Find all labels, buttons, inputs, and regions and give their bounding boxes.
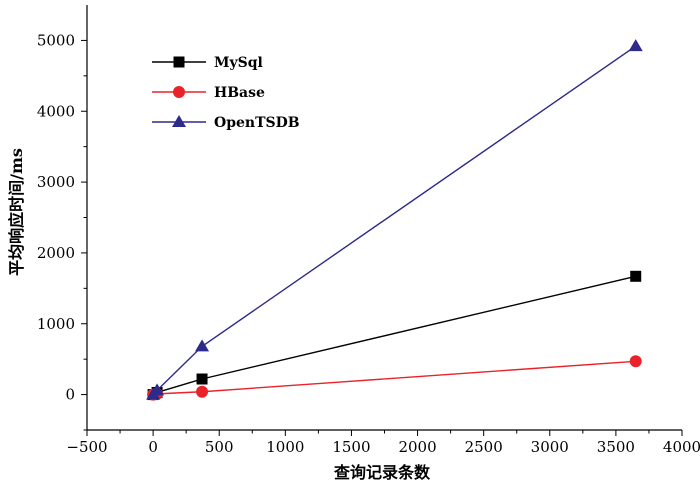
legend-label: MySql xyxy=(214,55,263,71)
y-tick-label: 3000 xyxy=(37,173,75,191)
x-tick-label: 3500 xyxy=(597,438,635,456)
x-tick-label: 2500 xyxy=(465,438,503,456)
legend-marker xyxy=(173,86,185,98)
x-tick-label: −500 xyxy=(66,438,107,456)
series-hbase xyxy=(147,355,642,401)
data-point xyxy=(630,270,642,282)
y-tick-label: 1000 xyxy=(37,315,75,333)
y-tick-label: 2000 xyxy=(37,244,75,262)
data-point xyxy=(196,373,208,385)
data-point xyxy=(628,39,643,52)
data-point xyxy=(629,355,642,368)
legend-label: OpenTSDB xyxy=(214,115,300,131)
x-axis-title: 查询记录条数 xyxy=(334,463,431,482)
x-tick-label: 4000 xyxy=(663,438,700,456)
x-tick-label: 0 xyxy=(148,438,158,456)
legend-item-mysql: MySql xyxy=(152,55,263,71)
series-line xyxy=(152,360,636,396)
series-group xyxy=(146,39,643,401)
data-point xyxy=(196,385,209,398)
x-tick-label: 2000 xyxy=(398,438,436,456)
data-point xyxy=(150,383,165,396)
series-line xyxy=(152,275,636,396)
legend-label: HBase xyxy=(214,85,265,101)
ticks: −500 0 500 1000 1500 2000 2500 3000 3500 4000 0 100… xyxy=(37,31,700,456)
legend-marker xyxy=(172,115,186,127)
series-mysql xyxy=(147,270,642,401)
legend: MySql HBase OpenTSDB xyxy=(152,55,300,131)
legend-item-hbase: HBase xyxy=(152,85,265,101)
x-tick-label: 1000 xyxy=(266,438,304,456)
x-tick-label: 1500 xyxy=(332,438,370,456)
y-tick-label: 4000 xyxy=(37,102,75,120)
data-point xyxy=(195,339,210,352)
y-axis-title: 平均响应时间/ms xyxy=(7,148,26,276)
x-tick-label: 500 xyxy=(205,438,234,456)
series-opentsdb xyxy=(146,39,643,400)
y-tick-label: 0 xyxy=(65,386,75,404)
axes xyxy=(86,5,682,431)
y-tick-label: 5000 xyxy=(37,31,75,49)
x-tick-label: 3000 xyxy=(531,438,569,456)
legend-item-opentsdb: OpenTSDB xyxy=(152,115,300,131)
legend-marker xyxy=(173,56,185,68)
